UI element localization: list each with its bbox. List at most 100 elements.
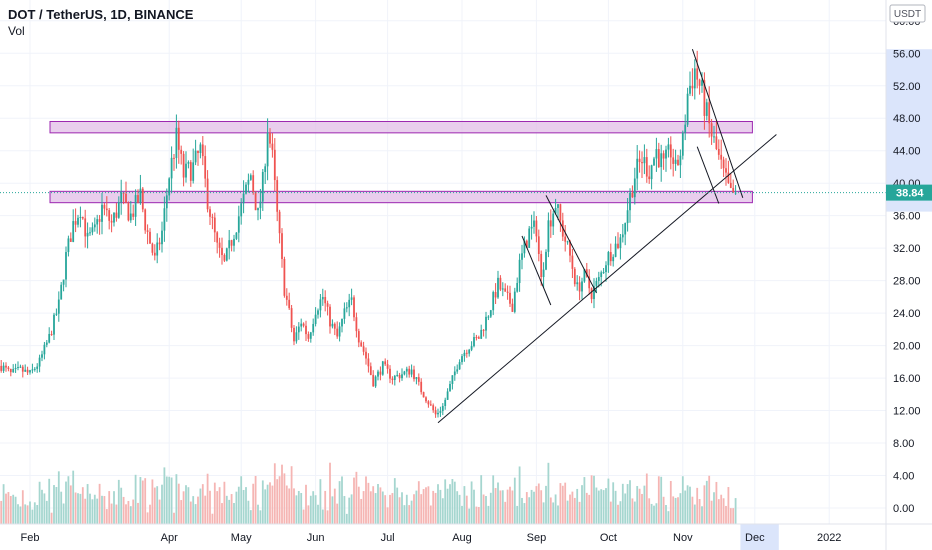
volume-bar xyxy=(197,496,199,524)
volume-bar xyxy=(319,479,322,524)
candle-body xyxy=(410,369,413,375)
volume-bar xyxy=(84,498,87,524)
volume-bar xyxy=(612,482,615,524)
vertical-grid xyxy=(29,0,830,524)
candle-body xyxy=(602,272,605,274)
trend-line[interactable] xyxy=(696,146,720,204)
volume-bar xyxy=(715,481,718,524)
candle-body xyxy=(281,233,283,260)
candle-body xyxy=(86,232,89,237)
volume-bar xyxy=(564,482,567,524)
price-axis-ticks[interactable]: 60.0056.0052.0048.0044.0040.0036.0032.00… xyxy=(893,16,921,515)
volume-bar xyxy=(369,491,372,524)
volume-bar xyxy=(559,483,562,524)
volume-bar xyxy=(528,497,531,524)
volume-bar xyxy=(434,492,437,524)
candle-body xyxy=(156,242,159,256)
candle-body xyxy=(631,192,634,198)
candle-body xyxy=(180,149,183,154)
candle-body xyxy=(636,158,639,179)
resistance-band[interactable] xyxy=(49,120,753,134)
candle-body xyxy=(295,332,298,342)
candle-body xyxy=(43,344,46,355)
volume-bar xyxy=(48,478,51,524)
candle-body xyxy=(317,310,319,315)
candle-body xyxy=(427,401,430,405)
candle-body xyxy=(137,195,139,203)
candle-body xyxy=(369,366,372,375)
candle-body xyxy=(199,144,202,154)
candle-body xyxy=(230,240,233,246)
volume-bar xyxy=(120,487,123,524)
time-axis-ticks[interactable]: Feb Apr May Jun Jul Aug Sep Oct Nov Dec 2022 xyxy=(21,532,842,544)
candle-body xyxy=(283,259,286,296)
volume-bar xyxy=(677,497,679,524)
candle-body xyxy=(93,224,96,228)
horizontal-grid xyxy=(0,20,886,509)
volume-bar xyxy=(65,481,67,524)
candle-body xyxy=(26,369,29,373)
volume-bar xyxy=(393,478,396,524)
candle-body xyxy=(288,299,291,309)
candle-body xyxy=(487,316,490,318)
trend-lines[interactable] xyxy=(437,49,777,424)
trend-line[interactable] xyxy=(545,195,597,294)
trend-line[interactable] xyxy=(437,134,777,424)
volume-bar xyxy=(60,491,63,524)
volume-bar xyxy=(127,500,130,524)
volume-bar xyxy=(396,487,399,524)
volume-bar xyxy=(269,482,271,524)
price-tick-label: 56.00 xyxy=(893,48,921,60)
currency-label: USDT xyxy=(894,9,921,20)
candle-body xyxy=(420,381,423,393)
volume-bar xyxy=(386,507,389,524)
volume-bar xyxy=(50,512,53,524)
volume-bar xyxy=(17,504,19,524)
volume-bar xyxy=(545,485,547,524)
candle-body xyxy=(453,371,456,376)
candle-body xyxy=(237,216,240,233)
volume-bar xyxy=(420,494,423,524)
volume-bar xyxy=(489,492,492,524)
volume-bar xyxy=(408,505,411,524)
volume-bar xyxy=(0,500,3,524)
candle-body xyxy=(7,367,10,369)
currency-badge[interactable]: USDT xyxy=(889,4,926,23)
volume-bar xyxy=(300,493,303,524)
horizontal-bands[interactable] xyxy=(49,120,753,204)
trend-line[interactable] xyxy=(691,49,744,198)
volume-bar xyxy=(105,509,108,524)
volume-bar xyxy=(245,487,247,524)
volume-bar xyxy=(590,475,593,524)
candle-body xyxy=(624,223,627,235)
candle-body xyxy=(540,253,543,278)
candle-body xyxy=(377,371,379,377)
candle-body xyxy=(305,325,307,335)
candle-body xyxy=(732,187,735,193)
candle-body xyxy=(722,159,725,169)
volume-bar xyxy=(2,484,5,524)
candle-body xyxy=(530,226,533,229)
candle-body xyxy=(425,397,427,402)
candle-body xyxy=(470,346,473,350)
candle-body xyxy=(254,191,257,211)
candle-body xyxy=(408,368,411,375)
volume-bar xyxy=(492,475,495,524)
candle-body xyxy=(290,308,293,328)
volume-bar xyxy=(218,487,221,524)
volume-bar xyxy=(357,486,360,524)
trend-line[interactable] xyxy=(521,235,552,306)
candle-body xyxy=(105,208,108,211)
volume-bar xyxy=(355,471,358,524)
candle-body xyxy=(50,333,53,335)
resistance-band[interactable] xyxy=(49,190,753,204)
volume-bar xyxy=(477,506,480,524)
candle-body xyxy=(247,179,250,185)
volume-bar xyxy=(199,488,202,524)
volume-bar xyxy=(343,496,346,524)
volume-bar xyxy=(98,483,101,524)
candle-body xyxy=(261,171,264,202)
candle-body xyxy=(717,148,720,155)
